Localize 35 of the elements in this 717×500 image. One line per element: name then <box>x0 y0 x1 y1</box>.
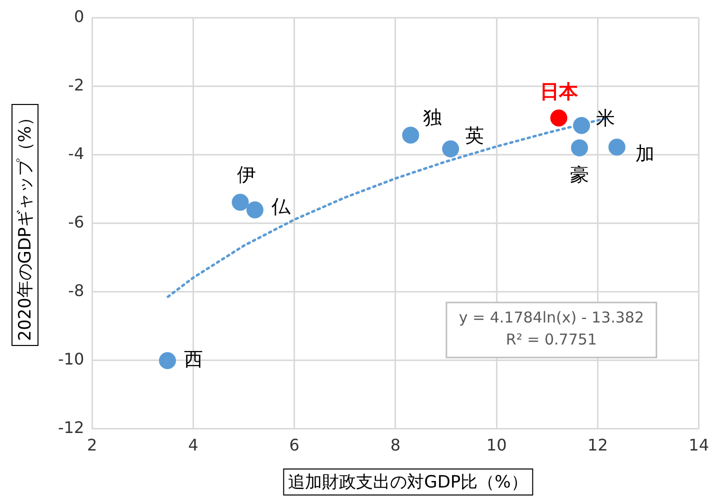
y-tick-label: -8 <box>68 280 84 300</box>
annotation: 伊 <box>236 164 256 186</box>
point <box>550 110 568 126</box>
x-tick-label: 2 <box>87 436 98 455</box>
annotation: 加 <box>635 143 654 166</box>
point <box>246 201 264 218</box>
point <box>573 117 590 134</box>
x-tick-label: 12 <box>588 436 608 455</box>
point <box>608 138 626 156</box>
series-label: 日本 <box>540 80 579 103</box>
y-tick-label: -6 <box>68 212 84 232</box>
x-tick-label: 4 <box>188 436 198 455</box>
annotation: 英 <box>465 124 484 147</box>
y-tick-label: -12 <box>58 418 84 437</box>
x-tick-label: 6 <box>289 436 300 455</box>
y-tick-label: 0 <box>74 6 84 26</box>
y-tick-label: -10 <box>58 349 84 368</box>
annotation: 西 <box>184 348 203 371</box>
x-tick-label: 8 <box>390 436 401 455</box>
annotation: 米 <box>596 107 616 130</box>
point <box>571 139 588 156</box>
x-tick-label: 10 <box>486 436 507 455</box>
annotation: 仏 <box>270 196 292 218</box>
annotation: 豪 <box>570 164 590 186</box>
y-tick-label: -2 <box>68 75 84 94</box>
point <box>158 352 176 370</box>
annotation: 独 <box>423 107 442 130</box>
point <box>232 194 249 211</box>
point <box>402 126 420 144</box>
x-axis-title: 追加財政支出の対GDP比（%） <box>283 468 533 496</box>
y-axis-title: 2020年のGDPギャップ（%） <box>12 104 38 346</box>
x-tick-label: 14 <box>688 436 709 455</box>
annotation: y = 4.1784ln(x) - 13.382 R² = 0.7751 <box>458 308 644 348</box>
point <box>442 140 460 158</box>
y-tick-label: -4 <box>68 144 84 163</box>
